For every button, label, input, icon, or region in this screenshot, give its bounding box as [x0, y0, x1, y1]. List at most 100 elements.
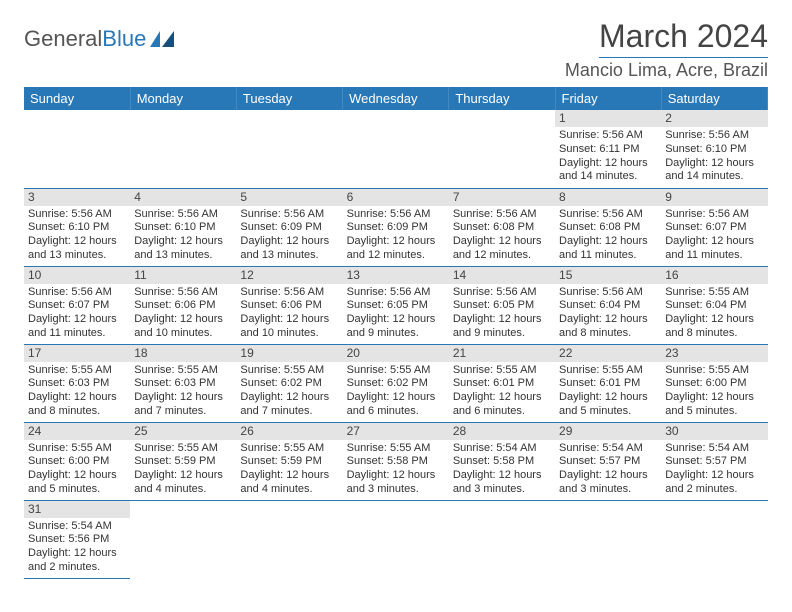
day-number: 23: [661, 345, 767, 362]
day-line: and 13 minutes.: [134, 249, 232, 263]
calendar-row: 31Sunrise: 5:54 AMSunset: 5:56 PMDayligh…: [24, 500, 768, 578]
day-line: and 5 minutes.: [28, 483, 126, 497]
day-line: Sunset: 6:04 PM: [559, 299, 657, 313]
calendar-cell: [661, 500, 767, 578]
day-line: Sunset: 6:05 PM: [453, 299, 551, 313]
day-line: Sunrise: 5:55 AM: [347, 442, 445, 456]
day-line: Sunrise: 5:56 AM: [240, 286, 338, 300]
day-line: Sunrise: 5:56 AM: [134, 286, 232, 300]
day-number: 17: [24, 345, 130, 362]
day-line: and 9 minutes.: [347, 327, 445, 341]
day-content: Sunrise: 5:55 AMSunset: 6:03 PMDaylight:…: [24, 362, 130, 421]
day-number: 10: [24, 267, 130, 284]
day-line: Sunrise: 5:55 AM: [134, 442, 232, 456]
calendar-cell: [236, 110, 342, 188]
day-line: and 3 minutes.: [559, 483, 657, 497]
day-line: Sunrise: 5:56 AM: [240, 208, 338, 222]
calendar-row: 3Sunrise: 5:56 AMSunset: 6:10 PMDaylight…: [24, 188, 768, 266]
day-line: Daylight: 12 hours: [134, 391, 232, 405]
calendar-row: 10Sunrise: 5:56 AMSunset: 6:07 PMDayligh…: [24, 266, 768, 344]
day-number: 9: [661, 189, 767, 206]
day-content: Sunrise: 5:55 AMSunset: 6:00 PMDaylight:…: [24, 440, 130, 499]
calendar-cell: 22Sunrise: 5:55 AMSunset: 6:01 PMDayligh…: [555, 344, 661, 422]
day-line: Sunset: 6:01 PM: [453, 377, 551, 391]
day-content: Sunrise: 5:56 AMSunset: 6:07 PMDaylight:…: [661, 206, 767, 265]
calendar-cell: 1Sunrise: 5:56 AMSunset: 6:11 PMDaylight…: [555, 110, 661, 188]
day-line: and 6 minutes.: [453, 405, 551, 419]
calendar-cell: [343, 110, 449, 188]
day-number: 19: [236, 345, 342, 362]
day-number: 29: [555, 423, 661, 440]
logo: GeneralBlue: [24, 26, 176, 52]
logo-text-1: General: [24, 26, 102, 52]
day-content: Sunrise: 5:56 AMSunset: 6:08 PMDaylight:…: [555, 206, 661, 265]
day-number: 3: [24, 189, 130, 206]
day-content: Sunrise: 5:55 AMSunset: 6:03 PMDaylight:…: [130, 362, 236, 421]
day-number: 11: [130, 267, 236, 284]
day-line: and 14 minutes.: [665, 170, 763, 184]
day-content: Sunrise: 5:54 AMSunset: 5:56 PMDaylight:…: [24, 518, 130, 577]
calendar-cell: [343, 500, 449, 578]
day-line: and 13 minutes.: [28, 249, 126, 263]
day-number: 8: [555, 189, 661, 206]
calendar-cell: 23Sunrise: 5:55 AMSunset: 6:00 PMDayligh…: [661, 344, 767, 422]
day-line: Daylight: 12 hours: [665, 313, 763, 327]
day-line: Daylight: 12 hours: [28, 313, 126, 327]
day-number: 28: [449, 423, 555, 440]
day-content: Sunrise: 5:56 AMSunset: 6:07 PMDaylight:…: [24, 284, 130, 343]
calendar-row: 17Sunrise: 5:55 AMSunset: 6:03 PMDayligh…: [24, 344, 768, 422]
day-line: and 4 minutes.: [240, 483, 338, 497]
calendar-cell: [449, 110, 555, 188]
day-number: 22: [555, 345, 661, 362]
day-line: Sunrise: 5:56 AM: [453, 286, 551, 300]
day-line: Daylight: 12 hours: [559, 157, 657, 171]
day-content: Sunrise: 5:56 AMSunset: 6:04 PMDaylight:…: [555, 284, 661, 343]
day-line: Daylight: 12 hours: [134, 313, 232, 327]
calendar-cell: [236, 500, 342, 578]
day-content: Sunrise: 5:54 AMSunset: 5:58 PMDaylight:…: [449, 440, 555, 499]
day-line: Sunset: 6:07 PM: [665, 221, 763, 235]
calendar-cell: 20Sunrise: 5:55 AMSunset: 6:02 PMDayligh…: [343, 344, 449, 422]
calendar-cell: 10Sunrise: 5:56 AMSunset: 6:07 PMDayligh…: [24, 266, 130, 344]
day-line: and 11 minutes.: [28, 327, 126, 341]
day-line: Sunset: 6:03 PM: [134, 377, 232, 391]
weekday-header: Thursday: [449, 87, 555, 110]
day-line: Daylight: 12 hours: [665, 391, 763, 405]
day-content: Sunrise: 5:55 AMSunset: 6:00 PMDaylight:…: [661, 362, 767, 421]
day-content: Sunrise: 5:56 AMSunset: 6:06 PMDaylight:…: [236, 284, 342, 343]
day-line: Sunset: 5:58 PM: [453, 455, 551, 469]
weekday-header: Tuesday: [236, 87, 342, 110]
calendar-cell: 19Sunrise: 5:55 AMSunset: 6:02 PMDayligh…: [236, 344, 342, 422]
day-line: Sunrise: 5:54 AM: [665, 442, 763, 456]
day-number: 26: [236, 423, 342, 440]
day-line: Daylight: 12 hours: [28, 235, 126, 249]
day-line: Sunrise: 5:54 AM: [28, 520, 126, 534]
calendar-cell: [24, 110, 130, 188]
day-content: Sunrise: 5:56 AMSunset: 6:10 PMDaylight:…: [24, 206, 130, 265]
calendar-cell: 2Sunrise: 5:56 AMSunset: 6:10 PMDaylight…: [661, 110, 767, 188]
day-number: 1: [555, 110, 661, 127]
day-line: and 5 minutes.: [665, 405, 763, 419]
day-line: and 13 minutes.: [240, 249, 338, 263]
day-line: Sunset: 6:02 PM: [347, 377, 445, 391]
day-line: Sunrise: 5:56 AM: [28, 208, 126, 222]
logo-text-2: Blue: [102, 26, 146, 52]
day-line: Daylight: 12 hours: [559, 313, 657, 327]
day-line: Sunset: 6:04 PM: [665, 299, 763, 313]
calendar-cell: 12Sunrise: 5:56 AMSunset: 6:06 PMDayligh…: [236, 266, 342, 344]
day-line: Daylight: 12 hours: [559, 469, 657, 483]
calendar-cell: 15Sunrise: 5:56 AMSunset: 6:04 PMDayligh…: [555, 266, 661, 344]
day-line: Sunset: 6:05 PM: [347, 299, 445, 313]
day-line: Daylight: 12 hours: [240, 469, 338, 483]
day-content: Sunrise: 5:56 AMSunset: 6:10 PMDaylight:…: [130, 206, 236, 265]
calendar-cell: 28Sunrise: 5:54 AMSunset: 5:58 PMDayligh…: [449, 422, 555, 500]
calendar-table: SundayMondayTuesdayWednesdayThursdayFrid…: [24, 87, 768, 579]
day-line: Sunrise: 5:56 AM: [347, 208, 445, 222]
day-number: 21: [449, 345, 555, 362]
day-number: 16: [661, 267, 767, 284]
day-content: Sunrise: 5:56 AMSunset: 6:05 PMDaylight:…: [449, 284, 555, 343]
day-line: Sunset: 6:10 PM: [134, 221, 232, 235]
calendar-cell: 25Sunrise: 5:55 AMSunset: 5:59 PMDayligh…: [130, 422, 236, 500]
calendar-body: 1Sunrise: 5:56 AMSunset: 6:11 PMDaylight…: [24, 110, 768, 578]
day-line: Sunset: 5:56 PM: [28, 533, 126, 547]
